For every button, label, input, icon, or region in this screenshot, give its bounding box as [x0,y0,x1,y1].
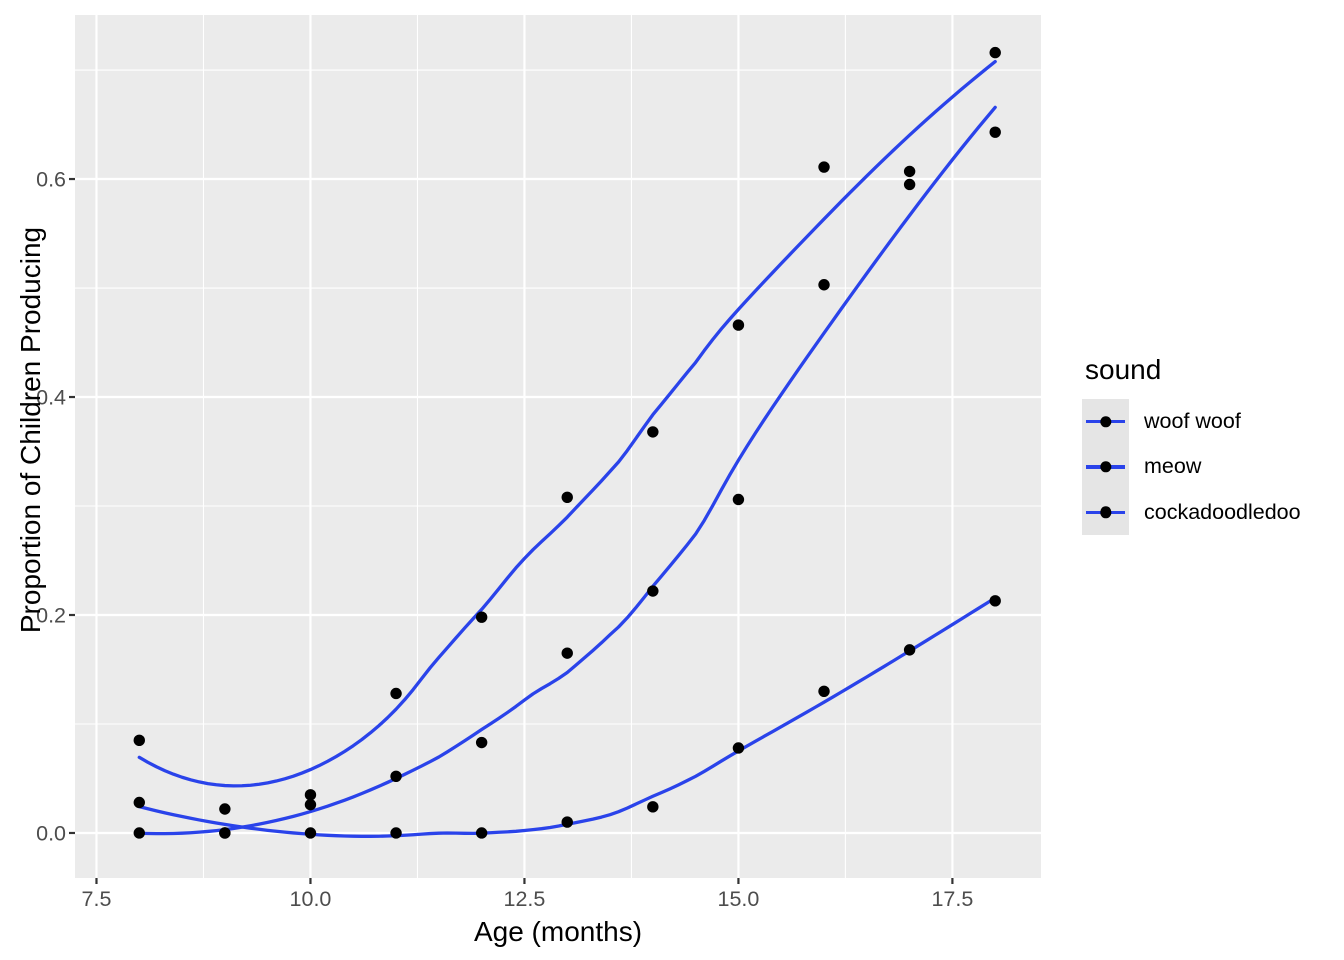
y-tick-label: 0.0 [36,821,66,845]
data-point-woof-woof [818,161,830,173]
legend-key [1082,444,1129,490]
legend: sound woof woof meow cockadoodledoo [1082,354,1301,535]
data-point-woof-woof [989,46,1001,59]
data-point-woof-woof [390,687,402,700]
x-tick-label: 7.5 [82,887,112,911]
legend-title: sound [1085,354,1162,385]
data-point-cockadoodledoo [732,742,745,754]
y-tick-label: 0.2 [36,604,66,628]
y-tick-label: 0.4 [36,386,66,410]
data-point-woof-woof [647,426,659,438]
data-point-woof-woof [219,803,231,815]
smooth-line-woof-woof [137,59,997,788]
data-point-meow [390,770,402,783]
data-point-meow [304,798,317,811]
x-axis-title: Age (months) [473,916,643,947]
data-point-cockadoodledoo [133,796,145,809]
data-point-woof-woof [903,165,916,178]
legend-key-dot [1099,461,1112,473]
x-tick-label: 10.0 [290,887,332,911]
y-axis-title: Proportion of Children Producing [15,226,46,634]
data-point-woof-woof [475,611,488,623]
legend-key [1082,489,1129,535]
data-point-meow [647,585,659,597]
data-point-cockadoodledoo [219,827,231,839]
legend-entry-cockadoodledoo: cockadoodledoo [1082,489,1301,535]
data-point-meow [818,279,830,291]
panel-background [75,15,1041,878]
data-point-woof-woof [133,734,145,747]
legend-key-dot [1099,506,1112,518]
data-point-cockadoodledoo [390,827,402,839]
data-point-cockadoodledoo [475,827,488,839]
data-point-meow [732,493,745,506]
y-tick-label: 0.6 [36,168,66,192]
data-point-woof-woof [732,319,745,331]
data-point-cockadoodledoo [304,827,317,839]
data-point-woof-woof [561,491,573,503]
x-tick-label: 12.5 [504,887,546,911]
data-point-meow [903,178,916,191]
data-point-cockadoodledoo [647,801,659,813]
x-tick-label: 17.5 [931,887,973,911]
data-point-cockadoodledoo [903,644,916,656]
legend-entry-woof-woof: woof woof [1082,399,1301,445]
legend-entry-label: cockadoodledoo [1144,499,1301,524]
legend-entry-label: woof woof [1144,409,1241,434]
x-tick-label: 15.0 [717,887,759,911]
legend-key-dot [1099,415,1112,428]
data-point-meow [989,126,1001,138]
legend-entry-meow: meow [1082,444,1301,490]
data-point-meow [561,647,573,659]
data-point-cockadoodledoo [818,685,830,697]
data-point-woof-woof [304,789,317,801]
data-point-cockadoodledoo [561,816,573,828]
smooth-line-meow [137,105,997,836]
data-point-cockadoodledoo [989,595,1001,607]
data-point-meow [133,827,145,839]
data-point-meow [475,736,488,749]
legend-entry-label: meow [1144,454,1202,479]
legend-key [1082,399,1129,445]
legend-entries: woof woof meow cockadoodledoo [1082,399,1301,535]
